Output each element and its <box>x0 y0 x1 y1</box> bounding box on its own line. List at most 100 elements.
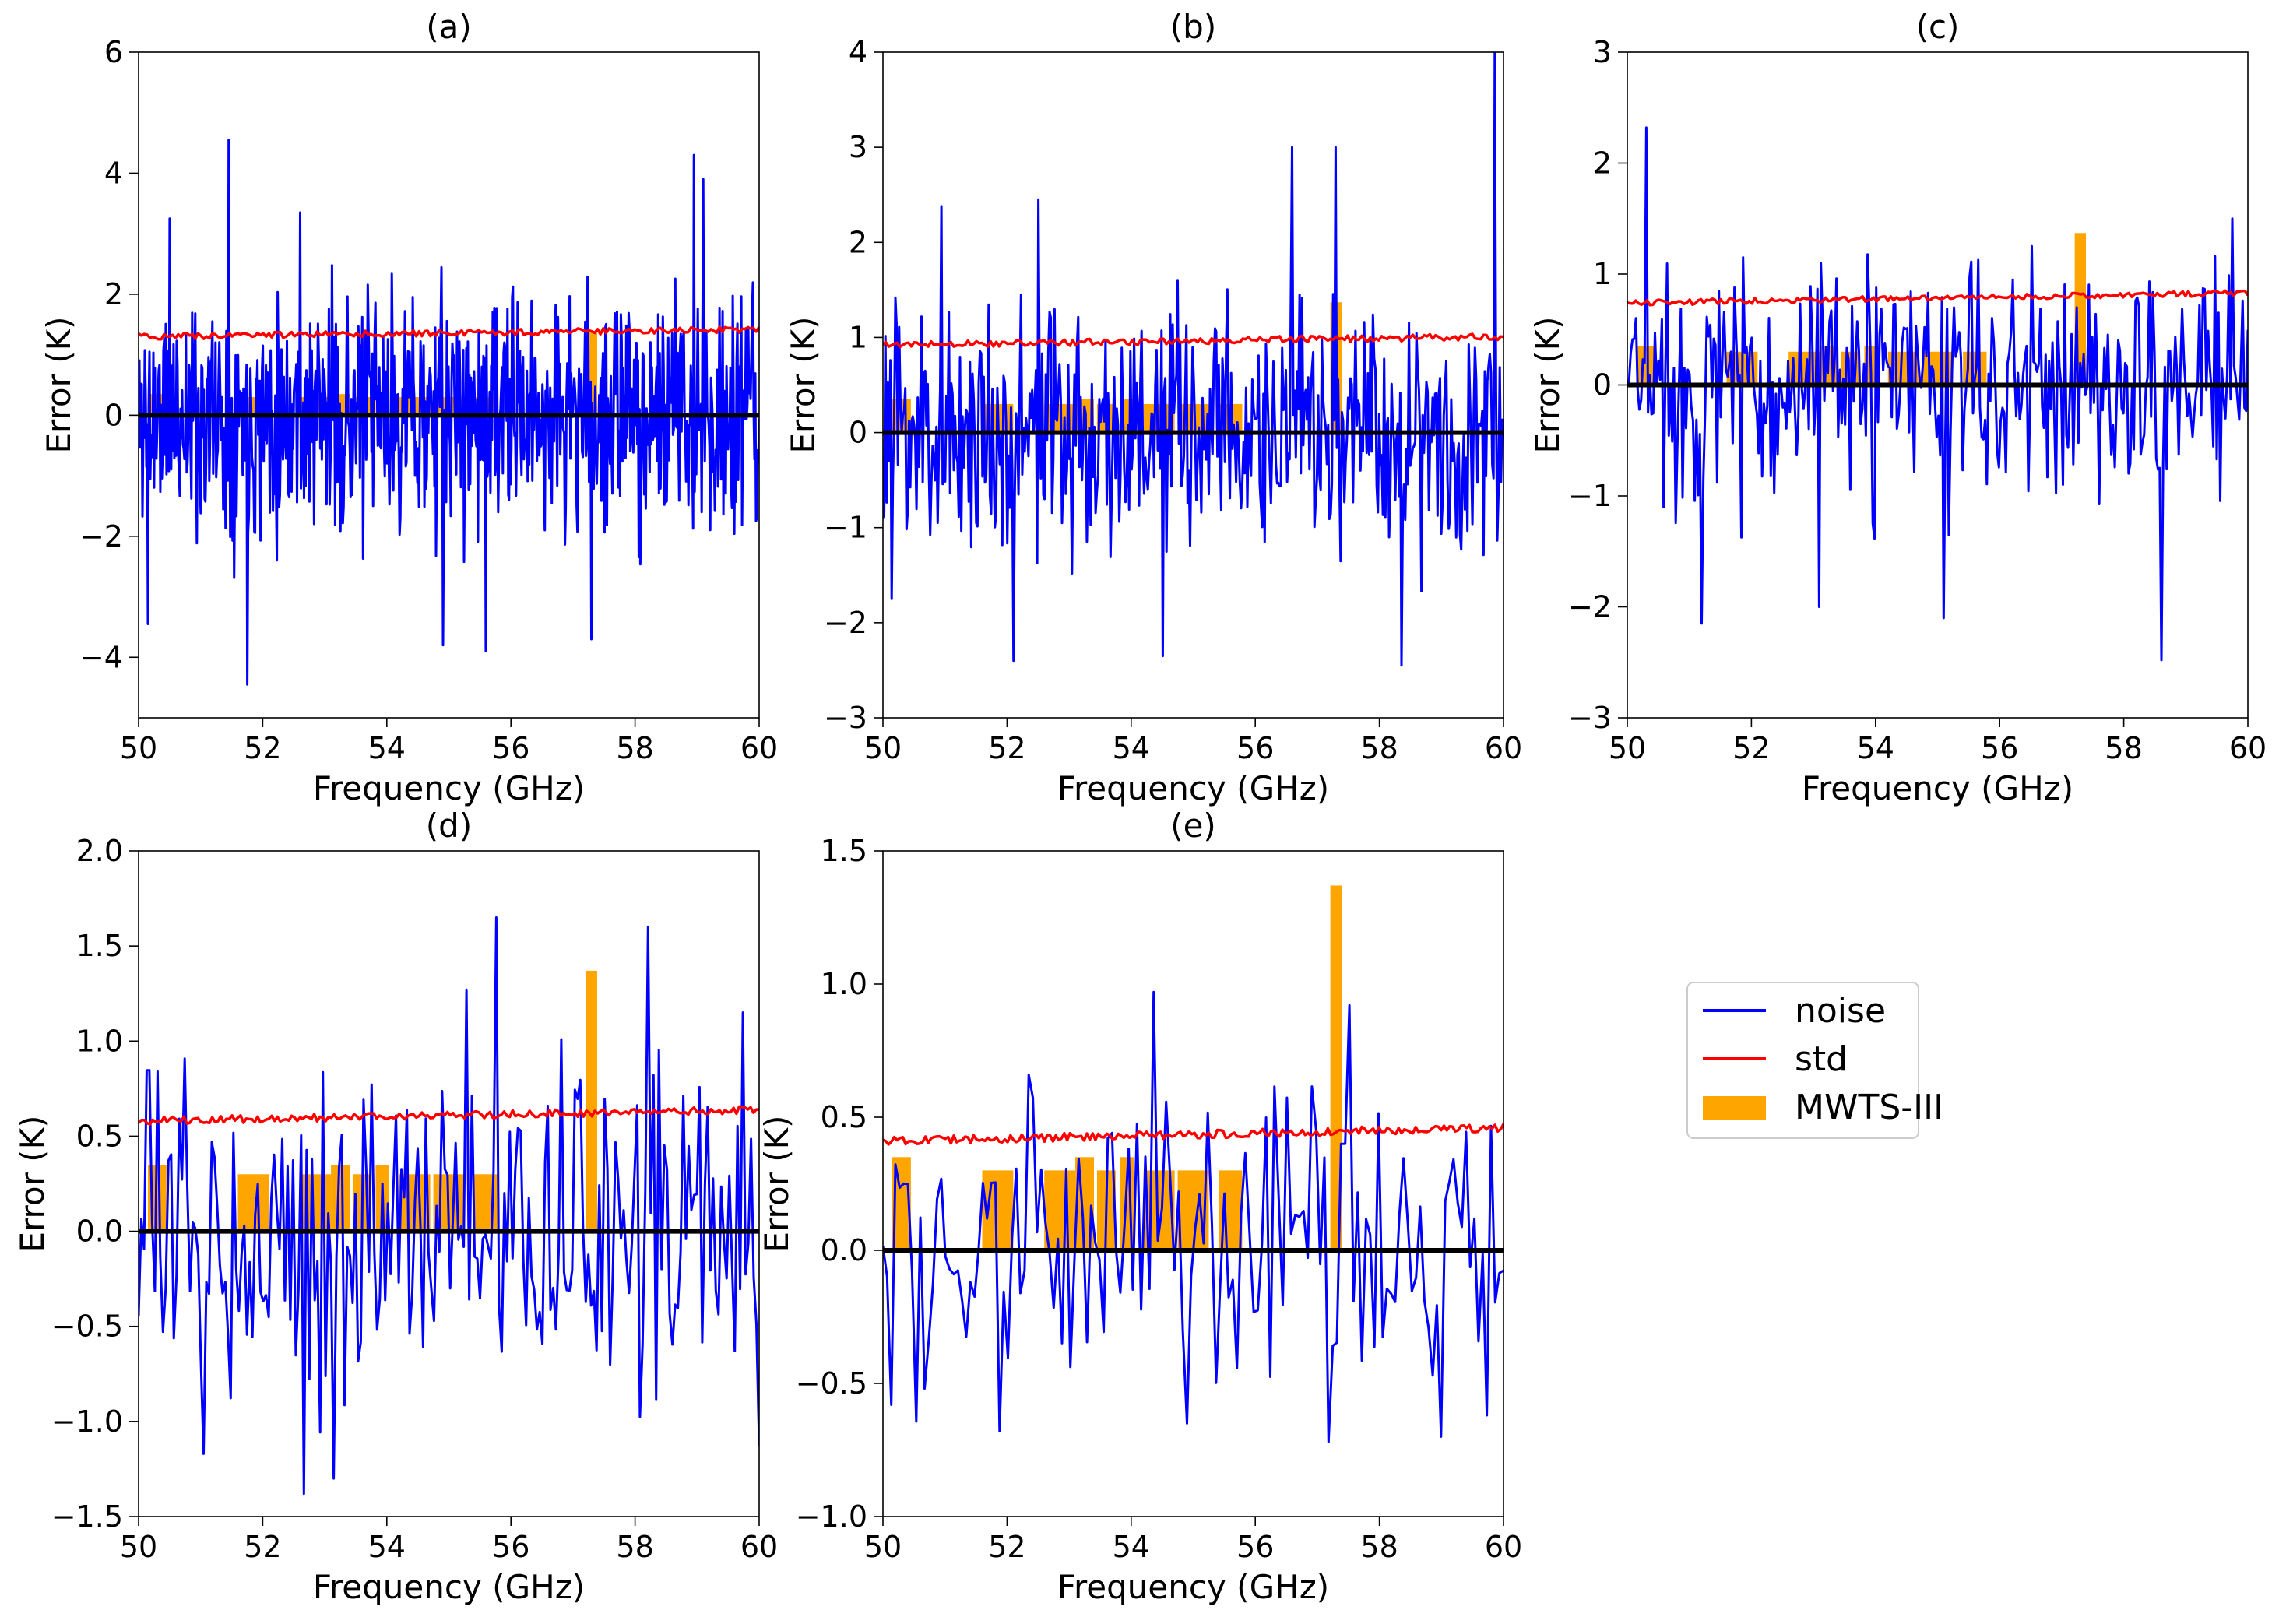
panel-a-xlabel: Frequency (GHz) <box>313 769 585 807</box>
panel-a-ytick-label-2: 0 <box>104 398 123 432</box>
panel-c-xtick-label-52: 52 <box>1732 731 1770 765</box>
panel-b-ylabel: Error (K) <box>784 316 822 453</box>
panel-e-ytick-label-1: −0.5 <box>796 1366 867 1401</box>
legend-std-label: std <box>1795 1039 1848 1079</box>
panel-d-ytick-label-0: −1.5 <box>51 1499 123 1534</box>
panel-e-ytick-label-0: −1.0 <box>796 1499 867 1534</box>
panel-a-frame <box>138 51 760 719</box>
panel-e-ytick-label-3: 0.5 <box>821 1100 867 1134</box>
panel-e: 50 52 54 56 58 60 −1.0 −0.5 0.0 0.5 1.0 1.5 Frequenc… <box>758 807 1522 1606</box>
panel-c-xtick-label-56: 56 <box>1981 731 2018 765</box>
panel-c-title: (c) <box>1916 8 1960 46</box>
panel-a-xtick-label-50: 50 <box>120 731 157 765</box>
panel-e-ylabel: Error (K) <box>758 1115 796 1252</box>
panel-e-std-line <box>883 1123 1504 1146</box>
panel-c-ytick-label-1: −2 <box>1568 590 1612 624</box>
panel-a-ytick-label-4: 4 <box>104 156 123 190</box>
panel-a-plot-area <box>139 139 759 686</box>
panel-d-mwts-bar-9 <box>586 970 597 1232</box>
panel-d-ytick-label-1: −1.0 <box>51 1404 123 1439</box>
panel-b-noise-line <box>883 52 1504 667</box>
panel-b: 50 52 54 56 58 60 −3 −2 −1 0 1 2 3 4 Frequency (GHz) Er… <box>784 8 1522 807</box>
panel-a-xtick-label-52: 52 <box>244 731 281 765</box>
panel-d: 50 52 54 56 58 60 −1.5 −1.0 −0.5 0.0 0.5 1.0 1.5 2.0 F… <box>13 807 778 1606</box>
panel-a-ylabel: Error (K) <box>40 316 78 453</box>
panel-c-noise-line <box>1627 126 2248 662</box>
panel-c-xtick-label-54: 54 <box>1857 731 1894 765</box>
panel-b-ytick-label-0: −3 <box>824 701 867 735</box>
panel-c-ylabel: Error (K) <box>1528 316 1567 453</box>
panel-a: 50 52 54 56 58 60 −4 −2 0 2 4 6 Frequency (GHz) Error… <box>40 8 778 807</box>
panel-b-xtick-label-54: 54 <box>1113 731 1150 765</box>
panel-b-ytick-label-1: −2 <box>824 606 867 640</box>
panel-b-std-line <box>883 332 1504 349</box>
panel-c: 50 52 54 56 58 60 −3 −2 −1 0 1 2 3 Frequency (GHz) Err… <box>1528 8 2267 807</box>
panel-d-std-line <box>139 1105 759 1126</box>
panel-d-ytick-label-5: 1.0 <box>76 1024 123 1058</box>
panel-a-xtick-label-54: 54 <box>368 731 406 765</box>
panel-b-ytick-label-3: 0 <box>849 416 867 450</box>
panel-d-xtick-label-54: 54 <box>368 1530 406 1564</box>
panel-a-ytick-label-1: −2 <box>79 519 123 554</box>
panel-c-xlabel: Frequency (GHz) <box>1802 769 2073 807</box>
panel-d-frame <box>138 850 760 1517</box>
panel-c-xtick-label-60: 60 <box>2229 731 2267 765</box>
panel-a-xtick-label-60: 60 <box>740 731 778 765</box>
panel-d-xtick-label-60: 60 <box>740 1530 778 1564</box>
panel-d-xtick-label-58: 58 <box>616 1530 653 1564</box>
panel-d-mwts-bar-8 <box>474 1174 498 1232</box>
panel-e-xlabel: Frequency (GHz) <box>1057 1568 1329 1606</box>
panel-e-frame <box>882 850 1504 1517</box>
panel-a-std-line <box>139 325 759 341</box>
panel-c-std-line <box>1627 289 2248 307</box>
panel-b-ytick-label-7: 4 <box>849 35 867 69</box>
panel-c-ytick-label-3: 0 <box>1593 368 1612 402</box>
panel-c-xtick-label-50: 50 <box>1609 731 1646 765</box>
panel-b-ytick-label-2: −1 <box>824 511 867 545</box>
panel-d-xtick-label-50: 50 <box>120 1530 157 1564</box>
legend-mwts-swatch <box>1703 1096 1766 1120</box>
panel-b-ytick-label-6: 3 <box>849 130 867 164</box>
panel-d-mwts-bar-1 <box>237 1174 269 1232</box>
panel-b-xtick-label-60: 60 <box>1485 731 1522 765</box>
panel-c-ytick-label-2: −1 <box>1568 479 1612 513</box>
panel-e-mwts-bar-9 <box>1330 885 1342 1250</box>
panel-b-xtick-label-56: 56 <box>1236 731 1274 765</box>
panel-b-frame <box>882 51 1504 719</box>
panel-d-ytick-label-3: 0.0 <box>76 1214 123 1249</box>
panel-d-ytick-label-2: −0.5 <box>51 1309 123 1344</box>
panel-d-ytick-label-7: 2.0 <box>76 834 123 868</box>
panel-b-xtick-label-52: 52 <box>988 731 1025 765</box>
panel-e-ytick-label-4: 1.0 <box>821 967 867 1001</box>
panel-c-plot-area <box>1627 126 2248 662</box>
panel-a-xtick-label-58: 58 <box>616 731 653 765</box>
panel-d-mwts-bar-2 <box>300 1174 332 1232</box>
panel-e-plot-area <box>883 885 1504 1443</box>
panel-a-title: (a) <box>426 8 472 46</box>
panels: 50 52 54 56 58 60 −4 −2 0 2 4 6 Frequency (GHz) Error… <box>13 8 2267 1606</box>
panel-a-xtick-label-56: 56 <box>492 731 529 765</box>
panel-c-ytick-label-5: 2 <box>1593 146 1612 181</box>
panel-d-ylabel: Error (K) <box>13 1115 51 1252</box>
panel-e-ytick-label-2: 0.0 <box>821 1233 867 1267</box>
legend-mwts-label: MWTS-III <box>1795 1088 1943 1127</box>
panel-b-xtick-label-58: 58 <box>1360 731 1398 765</box>
panel-e-title: (e) <box>1170 807 1216 845</box>
panel-d-title: (d) <box>426 807 472 845</box>
panel-c-ytick-label-4: 1 <box>1593 257 1612 291</box>
panel-b-plot-area <box>883 52 1504 667</box>
panel-c-ytick-label-0: −3 <box>1568 701 1612 735</box>
panel-e-mwts-bar-0 <box>892 1157 911 1250</box>
panel-a-noise-line <box>139 139 759 686</box>
legend: noise std MWTS-III <box>1686 982 1943 1139</box>
panel-e-xtick-label-54: 54 <box>1113 1530 1150 1564</box>
panel-b-xlabel: Frequency (GHz) <box>1057 769 1329 807</box>
panel-d-plot-area <box>139 916 759 1496</box>
panel-e-xtick-label-60: 60 <box>1485 1530 1522 1564</box>
panel-d-xlabel: Frequency (GHz) <box>313 1568 585 1606</box>
panel-e-xtick-label-58: 58 <box>1360 1530 1398 1564</box>
panel-a-ytick-label-3: 2 <box>104 277 123 311</box>
panel-e-xtick-label-56: 56 <box>1236 1530 1274 1564</box>
